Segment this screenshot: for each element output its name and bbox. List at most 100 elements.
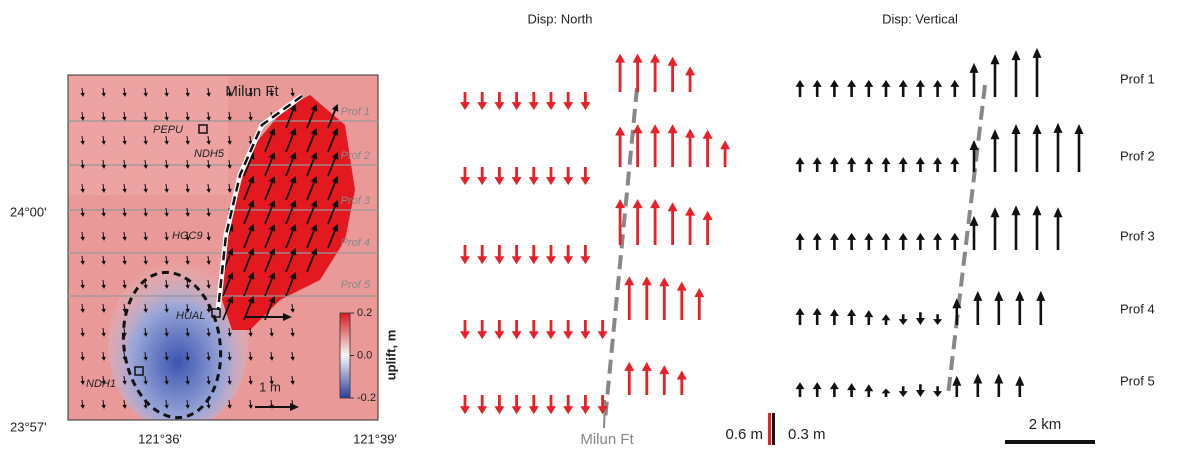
north-arrow — [633, 54, 643, 92]
north-arrow — [563, 245, 573, 264]
north-arrow — [633, 199, 643, 245]
north-arrow — [703, 211, 713, 245]
colorbar-tick-label: 0.2 — [357, 307, 372, 319]
vertical-arrow — [882, 157, 891, 172]
fault-trace — [604, 400, 605, 428]
vertical-arrow — [970, 63, 979, 97]
vertical-arrow — [813, 157, 822, 172]
vertical-arrow — [1015, 376, 1024, 397]
vertical-arrow — [813, 233, 822, 250]
north-arrow — [529, 320, 539, 339]
vertical-arrow — [830, 382, 839, 397]
vertical-arrow — [991, 54, 1000, 97]
vertical-arrow — [847, 80, 856, 97]
vertical-arrow — [864, 310, 873, 325]
profile-label: Prof 4 — [1120, 301, 1155, 316]
vertical-arrow — [973, 291, 982, 325]
vertical-arrow — [1033, 205, 1042, 250]
north-arrow — [650, 199, 660, 245]
north-arrow — [668, 124, 678, 167]
north-arrow — [494, 395, 504, 414]
vertical-arrow — [899, 314, 908, 325]
profile-label: Prof 1 — [1120, 71, 1155, 86]
vertical-arrow — [899, 233, 908, 250]
vertical-arrow — [882, 314, 891, 325]
north-arrow — [685, 129, 695, 167]
north-arrow — [529, 245, 539, 264]
vertical-arrow — [830, 157, 839, 172]
north-arrow — [494, 320, 504, 339]
north-arrow — [477, 167, 487, 185]
vertical-arrow — [991, 207, 1000, 250]
north-arrow — [563, 320, 573, 339]
profile-label: Prof 4 — [341, 237, 370, 249]
fault-label: Milun Ft — [580, 431, 634, 448]
vertical-arrow — [813, 80, 822, 97]
north-arrow — [546, 167, 556, 185]
north-arrow — [546, 245, 556, 264]
north-arrow — [460, 320, 470, 339]
north-scale-bar — [768, 413, 771, 445]
north-arrow — [703, 130, 713, 167]
vertical-arrow — [916, 80, 925, 97]
panel-title: Disp: North — [527, 11, 592, 26]
vertical-arrow — [882, 80, 891, 97]
vertical-arrow — [1012, 50, 1021, 97]
lon-label: 121°36' — [138, 431, 182, 446]
vector-scale-label: 1 m — [259, 379, 281, 394]
vertical-arrow — [830, 80, 839, 97]
vertical-arrow — [1075, 124, 1084, 172]
vertical-arrow — [952, 376, 961, 397]
panel-title: Disp: Vertical — [882, 11, 958, 26]
north-arrow — [580, 167, 590, 185]
vertical-arrow — [864, 233, 873, 250]
colorbar — [340, 313, 350, 398]
station-label: HGC9 — [172, 230, 203, 242]
vertical-arrow — [916, 157, 925, 172]
north-arrow — [659, 365, 669, 395]
vertical-arrow — [970, 216, 979, 250]
vertical-arrow — [796, 233, 805, 250]
north-arrow — [477, 320, 487, 339]
north-arrow — [512, 167, 522, 185]
station-label: NDH1 — [86, 378, 116, 390]
vertical-arrow — [916, 312, 925, 325]
scale-label: 0.3 m — [788, 426, 826, 443]
north-arrow — [477, 92, 487, 110]
vertical-arrow — [994, 291, 1003, 325]
vertical-arrow — [950, 233, 959, 250]
north-arrow — [546, 395, 556, 414]
vertical-arrow — [796, 382, 805, 397]
distance-scale-label: 2 km — [1029, 416, 1062, 433]
vertical-arrow — [950, 157, 959, 172]
vertical-arrow — [1036, 291, 1045, 325]
north-arrow — [512, 92, 522, 110]
vertical-arrow — [1033, 48, 1042, 97]
vertical-arrow — [882, 233, 891, 250]
vertical-arrow — [933, 314, 942, 325]
north-arrow — [477, 245, 487, 264]
vertical-arrow — [1033, 124, 1042, 172]
north-arrow — [615, 127, 625, 168]
north-arrow — [615, 54, 625, 92]
profile-label: Prof 2 — [341, 150, 370, 162]
vertical-arrow — [1054, 207, 1063, 250]
north-arrow — [580, 320, 590, 339]
vertical-arrow — [847, 157, 856, 172]
north-arrow — [668, 57, 678, 92]
north-arrow — [677, 371, 687, 396]
north-arrow — [529, 167, 539, 185]
vertical-arrow — [916, 233, 925, 250]
north-arrow — [677, 282, 687, 320]
vertical-arrow — [796, 80, 805, 97]
vertical-arrow — [864, 384, 873, 397]
vertical-arrow — [847, 383, 856, 397]
colorbar-label: uplift, m — [383, 330, 398, 381]
north-arrow — [685, 66, 695, 92]
vertical-arrow — [847, 233, 856, 250]
north-arrow — [720, 140, 730, 167]
north-arrow — [650, 124, 660, 167]
vertical-arrow — [864, 157, 873, 172]
vertical-arrow — [847, 309, 856, 325]
vertical-arrow — [1015, 291, 1024, 325]
